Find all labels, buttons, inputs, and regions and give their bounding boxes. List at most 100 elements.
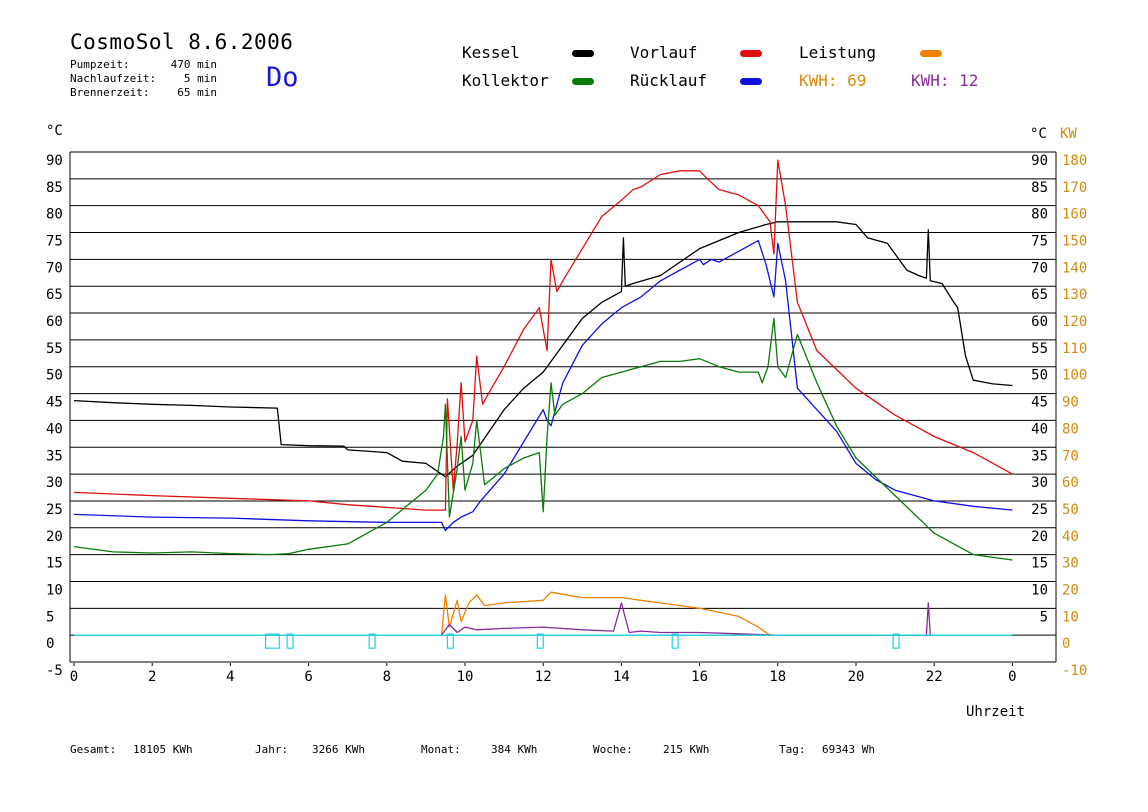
footer-gesamt-label: Gesamt: (70, 743, 117, 756)
left-tick-label: 45 (46, 395, 63, 411)
right-tick-label-kw: -10 (1062, 663, 1087, 679)
x-tick-label: 6 (304, 669, 312, 685)
right-axis-unit-celsius: °C (1030, 126, 1047, 142)
footer-monat-label: Monat: (421, 743, 461, 756)
stat-label-brennerzeit: Brennerzeit: (70, 86, 150, 99)
right-tick-label-celsius: 90 (1031, 153, 1048, 169)
burner-marker (368, 633, 376, 649)
burner-marker (286, 633, 294, 649)
left-tick-label: 30 (46, 475, 63, 491)
left-tick-label: 60 (46, 314, 63, 330)
left-tick-label: 15 (46, 556, 63, 572)
right-tick-label-kw: 50 (1062, 502, 1079, 518)
legend-kollektor-swatch (572, 78, 594, 85)
x-tick-label: 8 (383, 669, 391, 685)
left-tick-label: -5 (46, 663, 63, 679)
right-tick-label-celsius: 50 (1031, 368, 1048, 384)
legend-leistung-label: Leistung (799, 43, 877, 62)
stat-value-pumpzeit: 470 min (170, 58, 217, 71)
right-tick-label-kw: 110 (1062, 341, 1087, 357)
right-tick-label-celsius: 70 (1031, 260, 1048, 276)
burner-marker (446, 633, 454, 649)
left-tick-label: 85 (46, 180, 63, 196)
series-line-vorlauf (73, 159, 1013, 511)
right-tick-label-celsius: 55 (1031, 341, 1048, 357)
x-tick-label: 18 (769, 669, 786, 685)
right-tick-label-kw: 40 (1062, 529, 1079, 545)
right-tick-label-kw: 70 (1062, 448, 1079, 464)
footer-monat-value: 384 KWh (491, 743, 538, 756)
stat-value-brennerzeit: 65 min (177, 86, 217, 99)
x-tick-label: 4 (226, 669, 234, 685)
x-tick-label: 14 (613, 669, 630, 685)
right-tick-label-celsius: 30 (1031, 475, 1048, 491)
legend-kwh-orange: KWH: 69 (799, 71, 867, 90)
right-tick-label-kw: 150 (1062, 234, 1087, 250)
footer-jahr-label: Jahr: (255, 743, 289, 756)
legend-vorlauf-swatch (740, 50, 762, 57)
series-line-leistung (440, 591, 771, 636)
right-tick-label-kw: 90 (1062, 395, 1079, 411)
right-tick-label-kw: 160 (1062, 207, 1087, 223)
x-tick-label: 0 (1008, 669, 1016, 685)
right-tick-label-celsius: 35 (1031, 448, 1048, 464)
x-tick-label: 0 (70, 669, 78, 685)
left-tick-label: 0 (46, 636, 54, 652)
stat-value-nachlaufzeit: 5 min (183, 72, 217, 85)
right-tick-label-celsius: 10 (1031, 582, 1048, 598)
legend-ruecklauf-label: Rücklauf (630, 71, 708, 90)
right-tick-label-celsius: 45 (1031, 395, 1048, 411)
legend-kollektor-label: Kollektor (462, 71, 549, 90)
series-line-kessel (73, 221, 1013, 478)
right-tick-label-kw: 170 (1062, 180, 1087, 196)
x-axis-label: Uhrzeit (966, 704, 1025, 720)
stat-label-nachlaufzeit: Nachlaufzeit: (70, 72, 157, 85)
left-axis-unit: °C (46, 123, 63, 139)
right-tick-label-kw: 100 (1062, 368, 1087, 384)
burner-marker (264, 633, 280, 649)
x-tick-label: 12 (535, 669, 552, 685)
burner-marker (536, 633, 544, 649)
right-tick-label-kw: 120 (1062, 314, 1087, 330)
right-tick-label-celsius: 75 (1031, 234, 1048, 250)
left-tick-label: 35 (46, 448, 63, 464)
right-tick-label-celsius: 5 (1040, 609, 1048, 625)
right-tick-label-kw: 80 (1062, 421, 1079, 437)
left-tick-label: 5 (46, 609, 54, 625)
left-tick-label: 10 (46, 582, 63, 598)
x-tick-label: 16 (691, 669, 708, 685)
right-tick-label-celsius: 20 (1031, 529, 1048, 545)
right-tick-label-kw: 60 (1062, 475, 1079, 491)
legend-kwh-purple: KWH: 12 (911, 71, 979, 90)
x-tick-label: 20 (848, 669, 865, 685)
right-tick-label-kw: 130 (1062, 287, 1087, 303)
left-tick-label: 50 (46, 368, 63, 384)
series-line-unnamed-5 (440, 602, 931, 636)
right-tick-label-celsius: 15 (1031, 556, 1048, 572)
right-tick-label-kw: 0 (1062, 636, 1070, 652)
legend-kessel-label: Kessel (462, 43, 520, 62)
right-tick-label-kw: 180 (1062, 153, 1087, 169)
right-tick-label-kw: 10 (1062, 609, 1079, 625)
left-tick-label: 75 (46, 234, 63, 250)
right-tick-label-celsius: 65 (1031, 287, 1048, 303)
left-tick-label: 90 (46, 153, 63, 169)
footer-tag-label: Tag: (779, 743, 806, 756)
right-tick-label-celsius: 40 (1031, 421, 1048, 437)
footer-jahr-value: 3266 KWh (312, 743, 365, 756)
left-tick-label: 80 (46, 207, 63, 223)
x-tick-label: 22 (926, 669, 943, 685)
burner-marker (671, 633, 679, 649)
series-line-kollektor (73, 317, 1013, 561)
legend-kessel-swatch (572, 50, 594, 57)
chart-title: CosmoSol 8.6.2006 (70, 30, 294, 54)
series-line-rücklauf (73, 239, 1013, 532)
legend-vorlauf-label: Vorlauf (630, 43, 698, 62)
right-tick-label-kw: 20 (1062, 582, 1079, 598)
right-tick-label-celsius: 85 (1031, 180, 1048, 196)
legend-ruecklauf-swatch (740, 78, 762, 85)
x-tick-label: 10 (457, 669, 474, 685)
right-tick-label-kw: 30 (1062, 556, 1079, 572)
left-tick-label: 25 (46, 502, 63, 518)
